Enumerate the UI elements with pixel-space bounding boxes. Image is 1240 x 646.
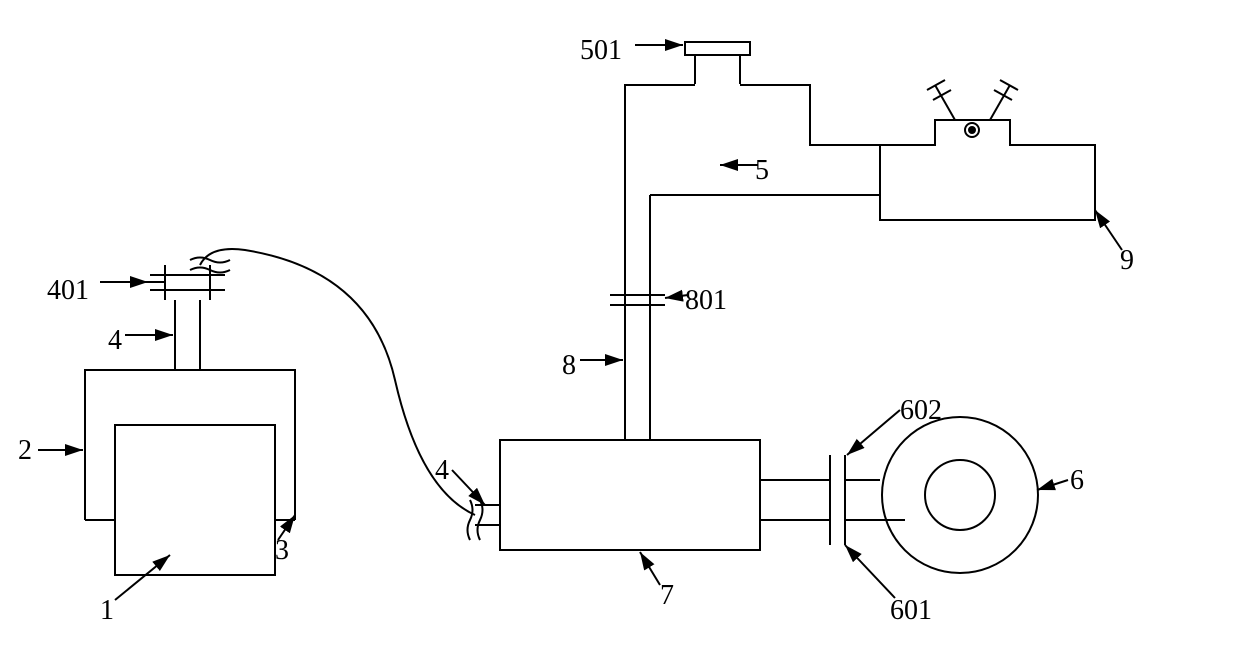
- block-1: [115, 425, 275, 575]
- label-401: 401: [47, 275, 89, 307]
- break-right-1: [468, 500, 473, 540]
- block-2-frame: [85, 370, 295, 520]
- flange-601-602: [830, 455, 845, 545]
- block-5: [625, 85, 880, 195]
- label-4-left: 4: [108, 325, 122, 357]
- label-3: 3: [275, 535, 289, 567]
- label-602: 602: [900, 395, 942, 427]
- leader-4-right: [452, 470, 485, 505]
- label-501: 501: [580, 35, 622, 67]
- leader-601: [845, 545, 895, 598]
- label-601: 601: [890, 595, 932, 627]
- leader-9: [1095, 210, 1122, 250]
- leader-602: [847, 410, 900, 455]
- mixer-box-7: [500, 440, 760, 550]
- leader-6: [1037, 480, 1068, 490]
- fan-6-inner: [925, 460, 995, 530]
- break-left-1: [190, 258, 230, 263]
- label-9: 9: [1120, 245, 1134, 277]
- flex-hose: [200, 249, 475, 515]
- label-7: 7: [660, 580, 674, 612]
- block-9-body: [880, 120, 1095, 220]
- label-1: 1: [100, 595, 114, 627]
- label-5: 5: [755, 155, 769, 187]
- block-9-antennas: [927, 80, 1018, 137]
- leader-1: [115, 555, 170, 600]
- label-4-right: 4: [435, 455, 449, 487]
- leader-7: [640, 552, 660, 585]
- label-2: 2: [18, 435, 32, 467]
- flange-801: [610, 295, 665, 305]
- cap-501: [685, 42, 750, 85]
- label-6: 6: [1070, 465, 1084, 497]
- label-801: 801: [685, 285, 727, 317]
- label-8: 8: [562, 350, 576, 382]
- fan-6-outer: [882, 417, 1038, 573]
